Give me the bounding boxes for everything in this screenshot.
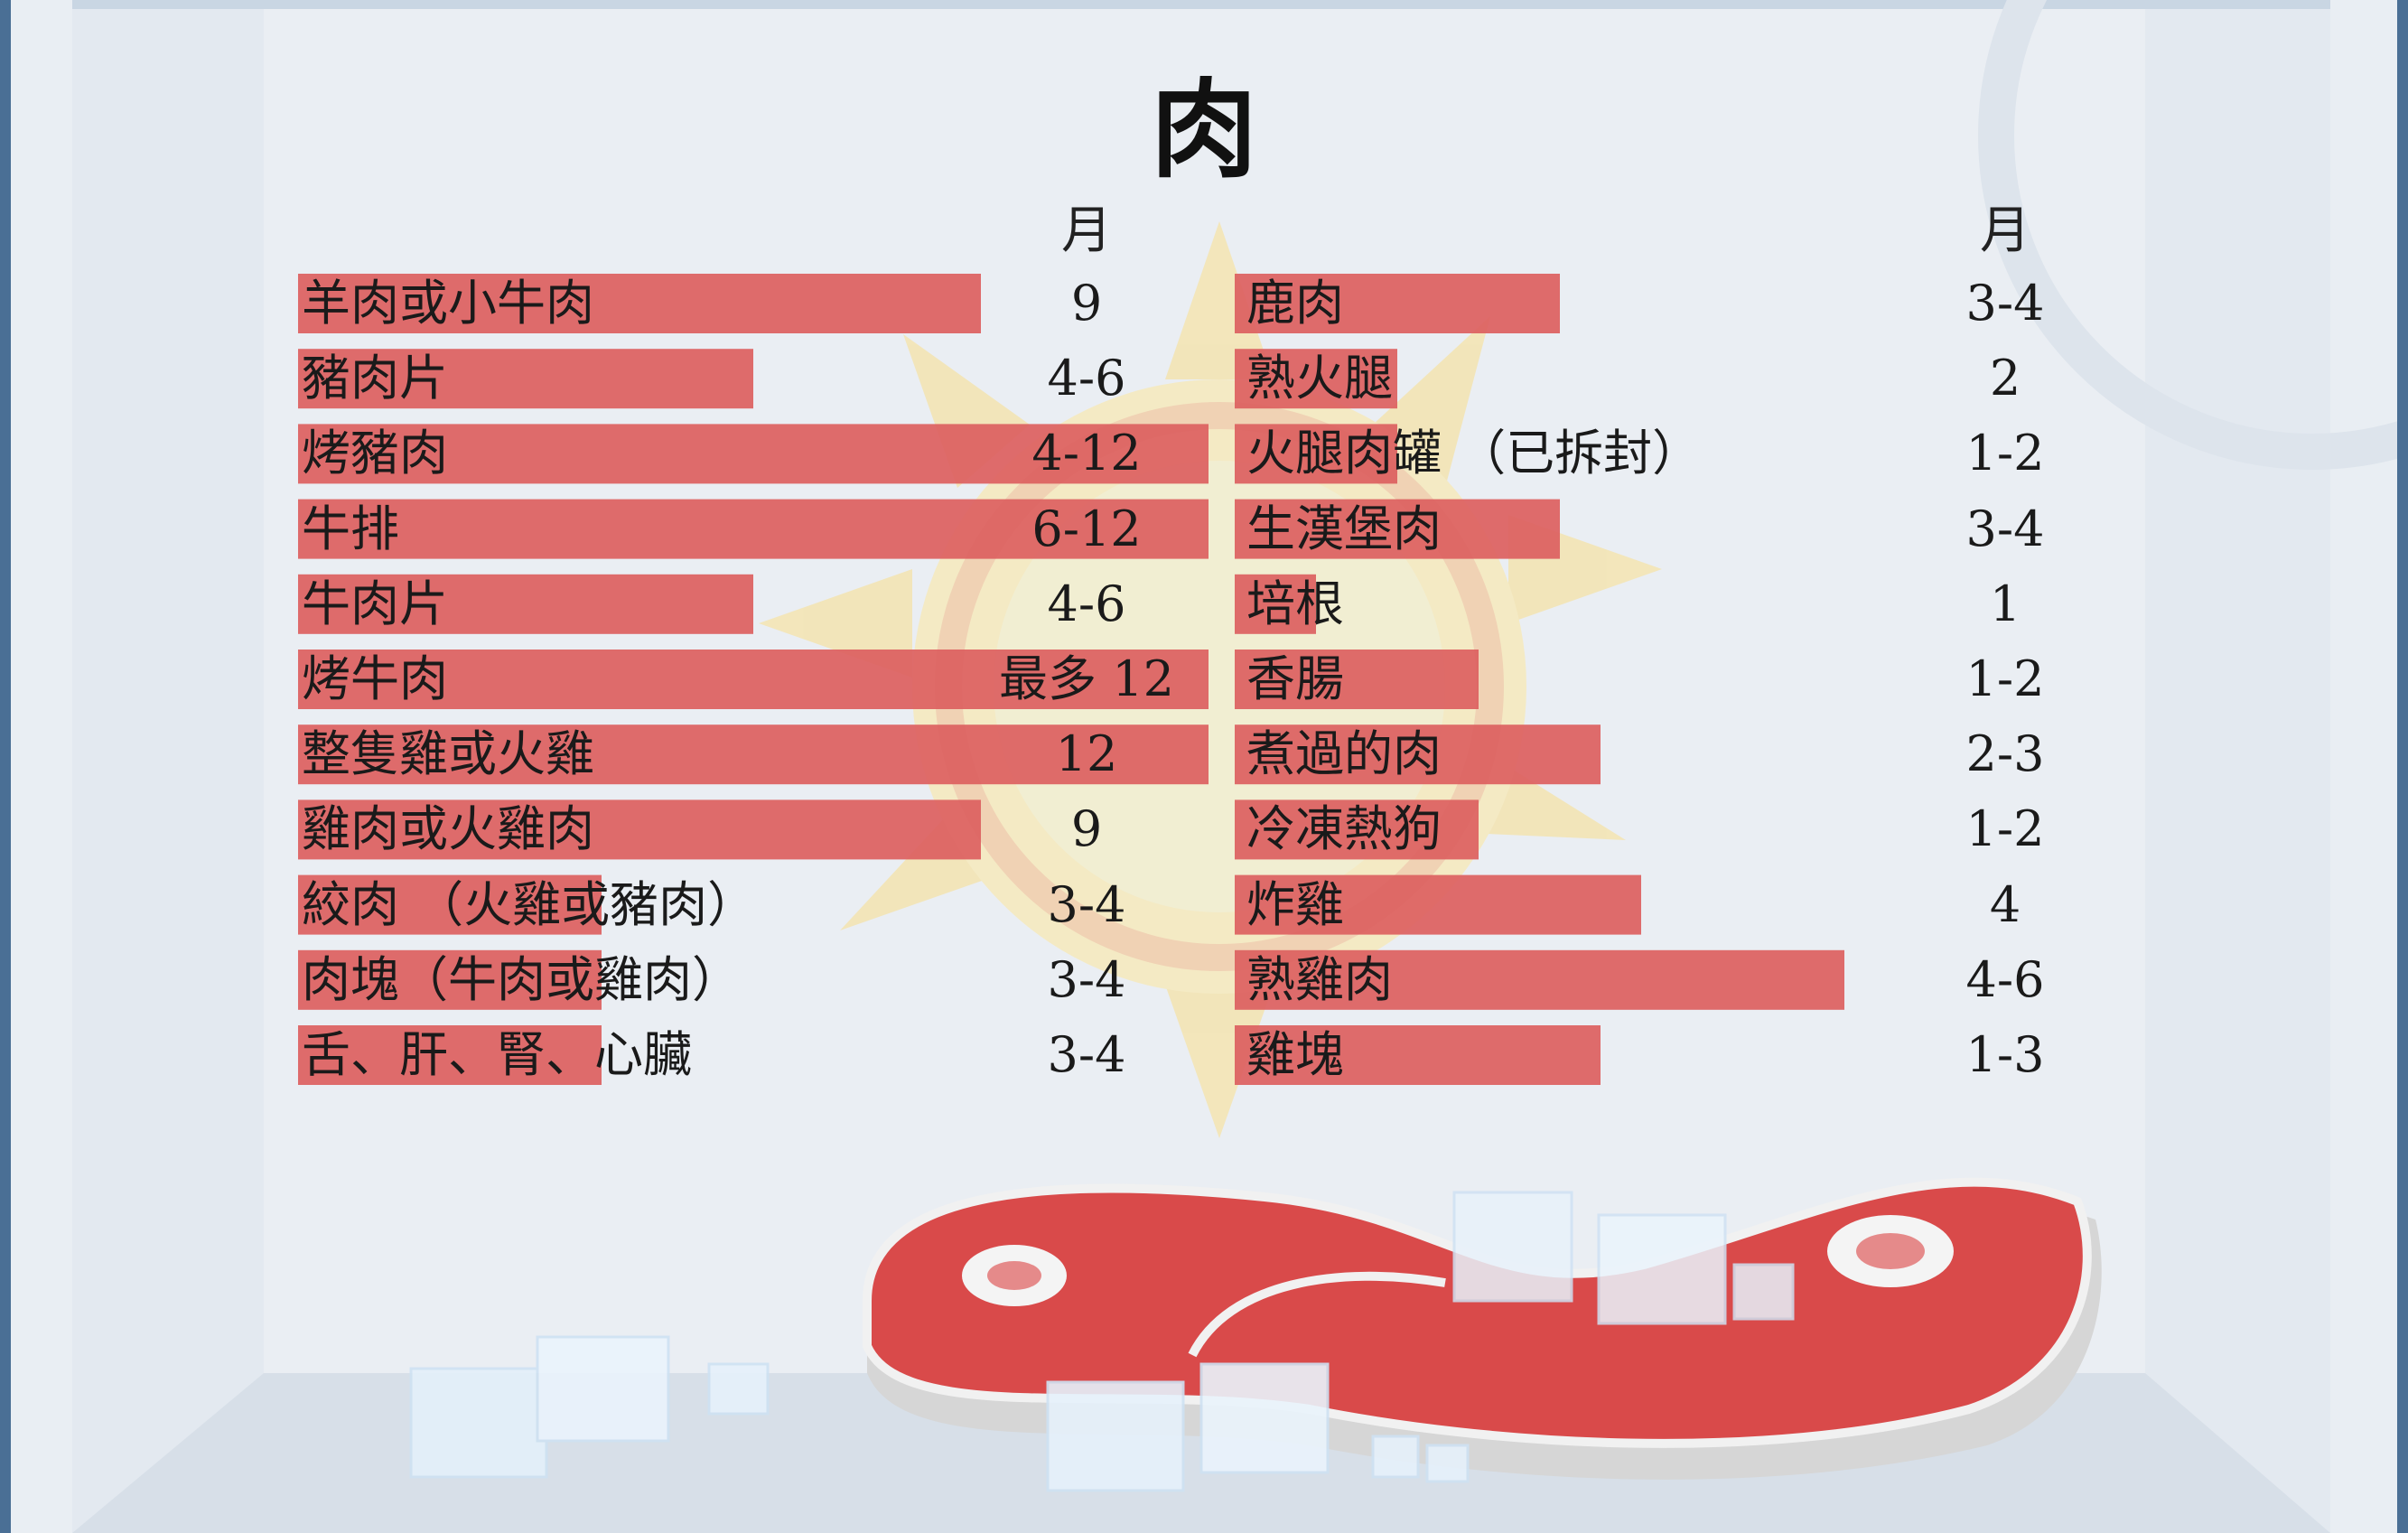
row-value: 4-6 (1047, 350, 1126, 407)
bar-0-0 (298, 274, 981, 333)
bar-0-5 (298, 650, 1209, 709)
bars-right-group (1235, 274, 1844, 1085)
row-value: 最多 12 (999, 650, 1174, 707)
row-value: 3-4 (1047, 1026, 1126, 1083)
row-label: 熟火腿 (1246, 350, 1393, 407)
row-value: 6-12 (1031, 500, 1142, 557)
row-label: 烤豬肉 (302, 425, 448, 482)
row-value: 9 (1070, 275, 1103, 332)
bar-0-3 (298, 499, 1209, 559)
row-value: 4-12 (1031, 425, 1142, 482)
row-label: 雞肉或火雞肉 (302, 800, 594, 858)
row-label: 冷凍熱狗 (1246, 800, 1442, 858)
bar-0-6 (298, 724, 1209, 785)
bars-left-group (298, 274, 1209, 1085)
bar-1-2 (1235, 424, 1397, 484)
row-value: 2-3 (1965, 725, 2045, 783)
bar-1-7 (1235, 799, 1479, 860)
bar-0-8 (298, 874, 602, 935)
row-label: 烤牛肉 (302, 650, 448, 707)
row-label: 火腿肉罐 （已拆封） (1246, 425, 1702, 482)
row-label: 熟雞肉 (1246, 950, 1393, 1008)
row-value: 3-4 (1965, 500, 2045, 557)
bar-1-9 (1235, 949, 1844, 1010)
row-label: 培根 (1246, 575, 1344, 632)
bar-1-4 (1235, 574, 1316, 634)
row-label: 絞肉 （火雞或豬肉） (302, 875, 757, 933)
row-value: 4-6 (1047, 575, 1126, 632)
bar-0-1 (298, 349, 753, 409)
ice-cubes-icon (409, 1335, 770, 1479)
bar-1-10 (1235, 1025, 1601, 1085)
bar-1-5 (1235, 650, 1479, 709)
row-value: 1-3 (1965, 1026, 2045, 1083)
row-label: 煮過的肉 (1246, 725, 1442, 783)
row-label: 生漢堡肉 (1246, 500, 1442, 557)
row-value: 1-2 (1965, 425, 2045, 482)
row-value: 3-4 (1047, 875, 1126, 933)
row-label: 羊肉或小牛肉 (302, 275, 594, 332)
row-value: 1 (1989, 575, 2021, 632)
unit-label-right: 月 (1980, 201, 2030, 260)
row-value: 3-4 (1047, 950, 1126, 1008)
row-value: 3-4 (1965, 275, 2045, 332)
row-label: 鹿肉 (1246, 275, 1344, 332)
row-label: 牛排 (302, 500, 399, 557)
bar-1-1 (1235, 349, 1397, 409)
row-label: 整隻雞或火雞 (302, 725, 594, 783)
bar-0-4 (298, 574, 753, 634)
row-label: 舌、肝、腎、心臟 (302, 1026, 692, 1083)
bar-1-6 (1235, 724, 1601, 785)
row-value: 1-2 (1965, 800, 2045, 858)
row-label: 肉塊（牛肉或雞肉） (302, 950, 741, 1008)
bar-0-10 (298, 1025, 602, 1085)
bar-1-0 (1235, 274, 1560, 333)
row-label: 香腸 (1246, 650, 1344, 707)
row-label: 炸雞 (1246, 875, 1344, 933)
bar-0-2 (298, 424, 1209, 484)
steak-icon (863, 1177, 2102, 1492)
bar-1-8 (1235, 874, 1641, 935)
bar-0-7 (298, 799, 981, 860)
chart-title: 肉 (1150, 68, 1257, 192)
decor-circle-icon (1978, 0, 2408, 470)
row-value: 12 (1055, 725, 1118, 783)
freezer-top-edge (72, 0, 2330, 9)
bar-1-3 (1235, 499, 1560, 559)
row-label: 雞塊 (1246, 1026, 1344, 1083)
row-value: 4-6 (1965, 950, 2045, 1008)
row-label: 牛肉片 (302, 575, 448, 632)
row-value: 4 (1989, 875, 2021, 933)
row-label: 豬肉片 (302, 350, 448, 407)
row-value: 2 (1989, 350, 2021, 407)
bar-0-9 (298, 949, 602, 1010)
unit-label-left: 月 (1061, 201, 1112, 260)
row-value: 9 (1070, 800, 1103, 858)
row-value: 1-2 (1965, 650, 2045, 707)
